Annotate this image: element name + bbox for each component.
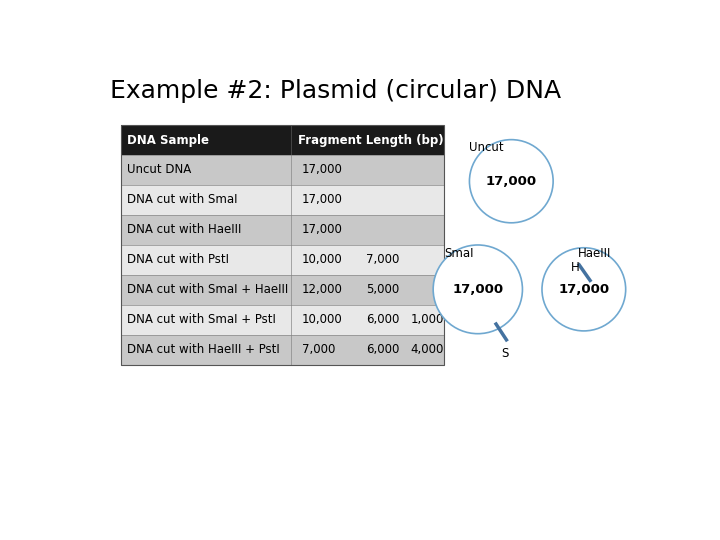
Text: 17,000: 17,000 (302, 224, 343, 237)
Text: 7,000: 7,000 (302, 343, 336, 356)
Bar (121, 245, 444, 275)
Bar (121, 305, 444, 335)
Text: DNA cut with HaeIII + PstI: DNA cut with HaeIII + PstI (127, 343, 280, 356)
Bar (121, 275, 444, 305)
Text: 17,000: 17,000 (302, 193, 343, 206)
Ellipse shape (433, 245, 523, 334)
Bar (121, 335, 444, 365)
Text: Example #2: Plasmid (circular) DNA: Example #2: Plasmid (circular) DNA (110, 79, 561, 103)
Bar (121, 185, 444, 215)
Text: 10,000: 10,000 (302, 253, 343, 266)
Text: 6,000: 6,000 (366, 313, 400, 326)
Text: HaeIII: HaeIII (578, 247, 611, 260)
Text: 6,000: 6,000 (366, 343, 400, 356)
Text: DNA cut with PstI: DNA cut with PstI (127, 253, 230, 266)
Text: 10,000: 10,000 (302, 313, 343, 326)
Text: 17,000: 17,000 (558, 283, 609, 296)
Text: DNA Sample: DNA Sample (127, 133, 210, 146)
Bar (121, 155, 444, 185)
Ellipse shape (542, 248, 626, 331)
Text: 7,000: 7,000 (366, 253, 400, 266)
Text: 1,000: 1,000 (411, 313, 444, 326)
Bar (121, 125, 444, 364)
Text: H: H (570, 261, 580, 274)
Text: Fragment Length (bp): Fragment Length (bp) (297, 133, 444, 146)
Text: Uncut: Uncut (469, 141, 504, 154)
Text: 17,000: 17,000 (452, 283, 503, 296)
Text: SmaI: SmaI (444, 247, 474, 260)
Text: 12,000: 12,000 (302, 284, 343, 296)
Text: 17,000: 17,000 (486, 175, 537, 188)
Text: DNA cut with SmaI + HaeIII: DNA cut with SmaI + HaeIII (127, 284, 289, 296)
Ellipse shape (469, 140, 553, 223)
Text: DNA cut with SmaI: DNA cut with SmaI (127, 193, 238, 206)
Bar (121, 125, 444, 155)
Text: 17,000: 17,000 (302, 164, 343, 177)
Text: DNA cut with SmaI + PstI: DNA cut with SmaI + PstI (127, 313, 276, 326)
Text: DNA cut with HaeIII: DNA cut with HaeIII (127, 224, 242, 237)
Text: 5,000: 5,000 (366, 284, 400, 296)
Text: 4,000: 4,000 (411, 343, 444, 356)
Text: Uncut DNA: Uncut DNA (127, 164, 192, 177)
Bar (121, 215, 444, 245)
Text: S: S (501, 347, 509, 360)
